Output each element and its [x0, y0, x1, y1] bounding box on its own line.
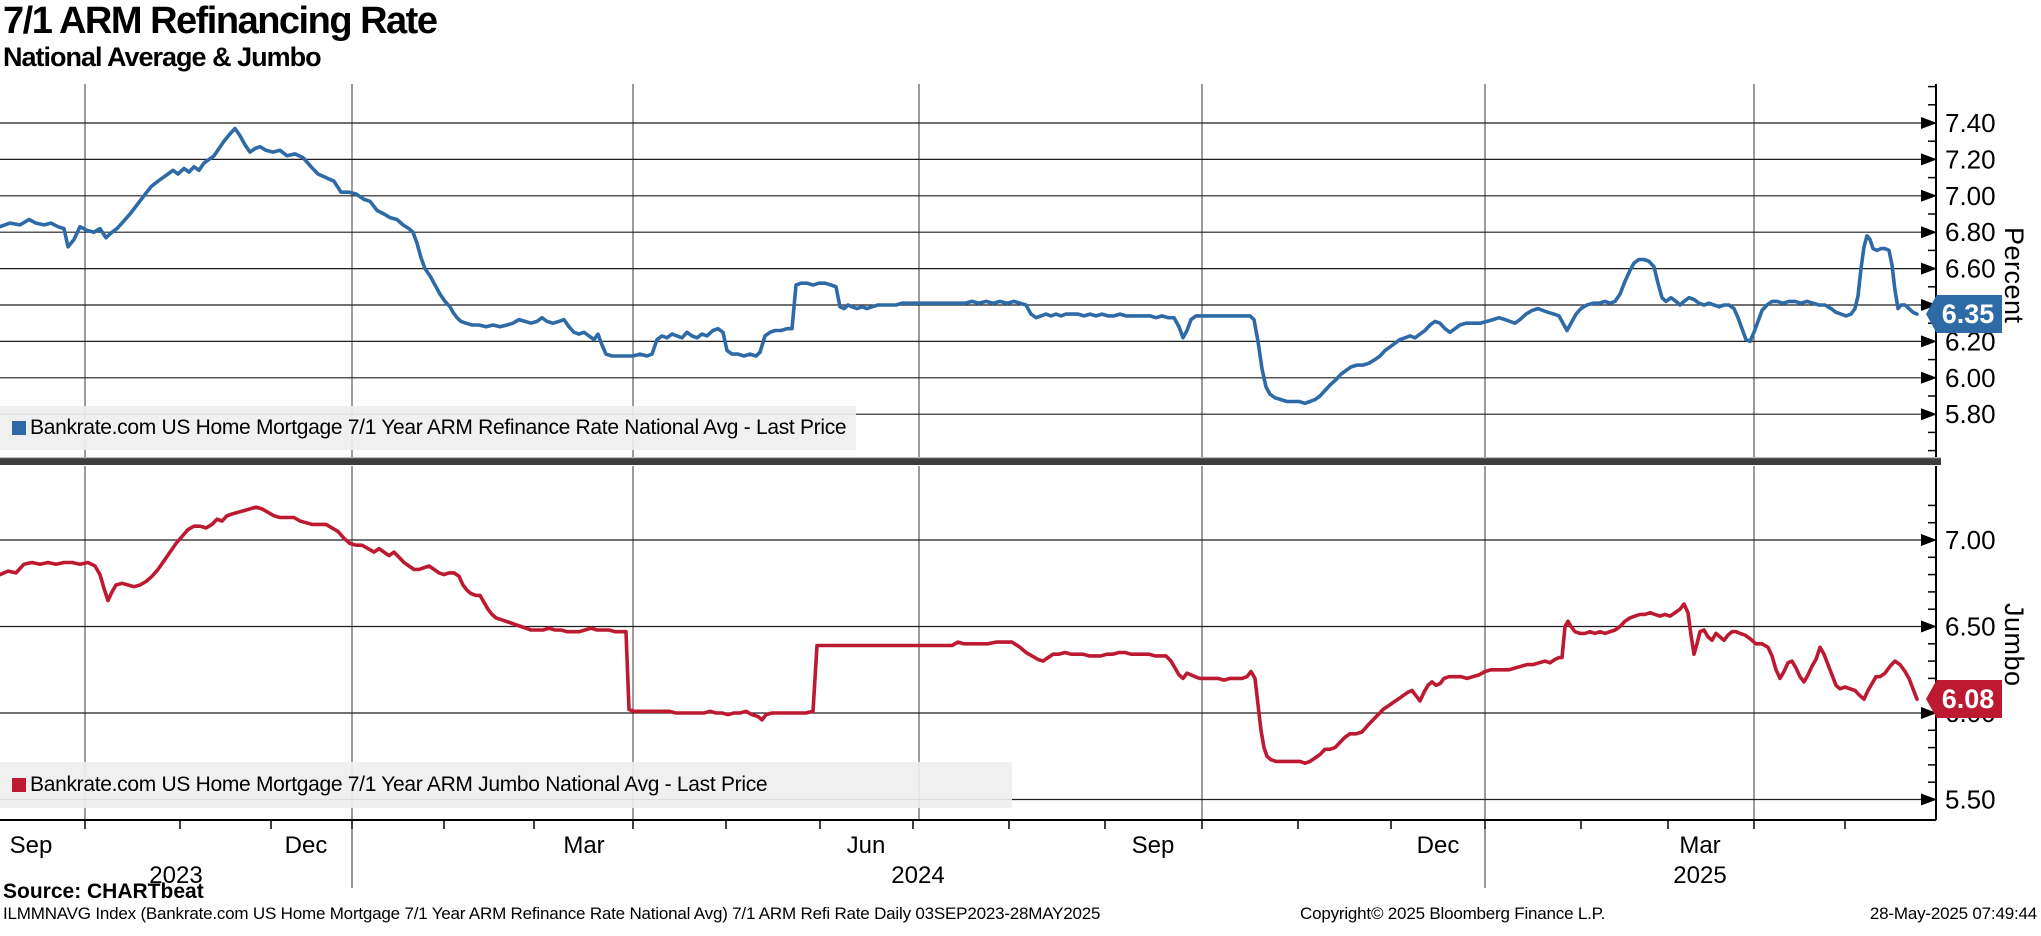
page-title: 7/1 ARM Refinancing Rate — [3, 0, 438, 42]
svg-text:7.00: 7.00 — [1945, 181, 1996, 211]
legend-label-national-avg: Bankrate.com US Home Mortgage 7/1 Year A… — [30, 416, 847, 439]
last-price-badge-national-avg: 6.35 — [1926, 295, 2002, 333]
svg-text:2023: 2023 — [149, 862, 202, 889]
svg-text:6.50: 6.50 — [1945, 612, 1996, 642]
svg-text:6.00: 6.00 — [1945, 363, 1996, 393]
svg-text:5.80: 5.80 — [1945, 399, 1996, 429]
legend-label-jumbo: Bankrate.com US Home Mortgage 7/1 Year A… — [30, 773, 768, 796]
footer-timestamp: 28-May-2025 07:49:44 — [1869, 904, 2037, 923]
svg-text:7.40: 7.40 — [1945, 108, 1996, 138]
svg-text:7.00: 7.00 — [1945, 525, 1996, 555]
svg-text:7.20: 7.20 — [1945, 144, 1996, 174]
footer-copyright: Copyright© 2025 Bloomberg Finance L.P. — [1300, 904, 1606, 923]
svg-text:Dec: Dec — [285, 832, 328, 859]
svg-text:Mar: Mar — [1679, 832, 1720, 859]
svg-text:2025: 2025 — [1673, 862, 1726, 889]
svg-text:Jun: Jun — [847, 832, 886, 859]
jumbo-series-swatch-icon — [12, 778, 26, 792]
national-avg-series-swatch-icon — [12, 421, 26, 435]
svg-text:Dec: Dec — [1417, 832, 1460, 859]
page-subtitle: National Average & Jumbo — [3, 42, 322, 72]
source-label: Source: CHARTbeat — [3, 880, 204, 903]
y-axis-title-percent: Percent — [1999, 226, 2029, 324]
footer-ticker-info: ILMMNAVG Index (Bankrate.com US Home Mor… — [3, 904, 1101, 923]
svg-text:5.50: 5.50 — [1945, 785, 1996, 815]
last-price-badge-jumbo: 6.08 — [1926, 680, 2002, 718]
svg-text:Sep: Sep — [10, 832, 53, 859]
svg-text:Sep: Sep — [1132, 832, 1175, 859]
svg-text:Mar: Mar — [563, 832, 604, 859]
legend-national-avg[interactable]: Bankrate.com US Home Mortgage 7/1 Year A… — [0, 406, 856, 450]
svg-text:2024: 2024 — [891, 862, 944, 889]
y-axis-title-jumbo: Jumbo — [1999, 603, 2029, 687]
svg-text:6.60: 6.60 — [1945, 254, 1996, 284]
legend-jumbo[interactable]: Bankrate.com US Home Mortgage 7/1 Year A… — [0, 762, 1012, 808]
svg-text:6.80: 6.80 — [1945, 217, 1996, 247]
